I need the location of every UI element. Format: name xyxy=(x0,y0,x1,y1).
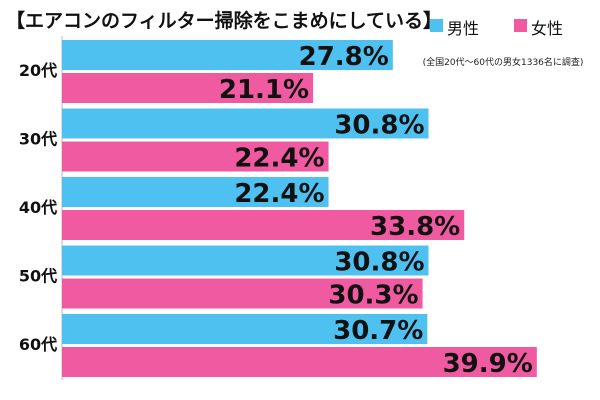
category-label-1: 20代 xyxy=(19,61,57,80)
bar-male-5 xyxy=(62,314,428,344)
category-label-4: 50代 xyxy=(19,267,57,286)
chart-title: 【エアコンのフィルター掃除をこまめにしている】 xyxy=(6,10,443,32)
legend-swatch-male xyxy=(430,19,443,32)
category-label-3: 40代 xyxy=(19,198,57,217)
bar-female-3 xyxy=(62,210,465,240)
data-label-female-2: 22.4% xyxy=(234,144,324,174)
data-label-female-1: 21.1% xyxy=(219,75,309,105)
data-label-female-3: 33.8% xyxy=(370,212,460,242)
bar-male-2 xyxy=(62,108,429,139)
category-label-2: 30代 xyxy=(19,130,57,149)
survey-note: (全国20代〜60代の男女1336名に調査) xyxy=(422,58,584,68)
category-label-5: 60代 xyxy=(19,335,57,354)
bar-female-2 xyxy=(62,141,329,172)
data-label-male-2: 30.8% xyxy=(334,111,424,141)
legend-label-female: 女性 xyxy=(531,19,564,38)
bar-male-3 xyxy=(62,177,329,207)
legend: 男性 女性 xyxy=(424,10,592,40)
legend-label-male: 男性 xyxy=(447,19,480,38)
legend-swatch-female xyxy=(514,19,527,32)
data-label-male-5: 30.7% xyxy=(333,316,423,346)
data-label-female-5: 39.9% xyxy=(443,349,533,379)
bar-female-4 xyxy=(62,278,423,309)
data-label-male-4: 30.8% xyxy=(334,248,424,278)
data-label-male-3: 22.4% xyxy=(234,179,324,209)
data-label-male-1: 27.8% xyxy=(299,42,389,72)
data-label-female-4: 30.3% xyxy=(328,281,418,311)
bar-female-1 xyxy=(62,73,314,103)
bar-male-4 xyxy=(62,245,429,276)
bar-female-5 xyxy=(62,347,537,377)
bar-male-1 xyxy=(62,40,393,70)
